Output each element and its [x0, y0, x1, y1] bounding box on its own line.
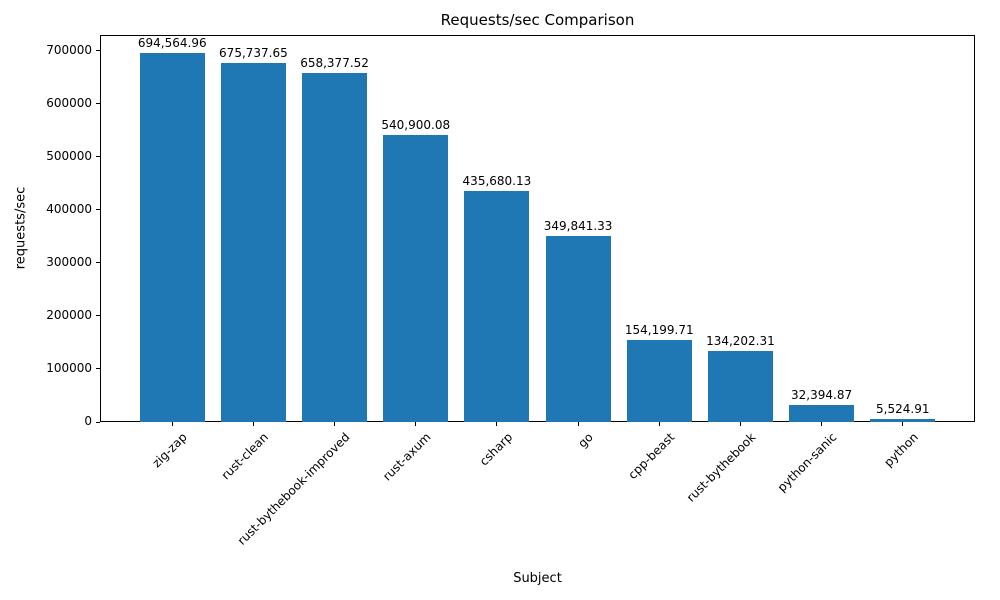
y-tick-label: 300000	[46, 254, 92, 269]
y-tick-mark	[96, 103, 100, 105]
bar-value-label: 154,199.71	[624, 323, 694, 338]
x-tick-mark	[821, 422, 823, 426]
bar	[870, 419, 936, 422]
x-tick-label: zig-zap	[149, 430, 191, 471]
x-tick-label: python	[881, 430, 921, 470]
x-tick-label: csharp	[476, 430, 515, 469]
bar-value-label: 5,524.91	[876, 402, 930, 417]
y-tick-mark	[96, 368, 100, 370]
bar	[220, 63, 286, 422]
y-tick-label: 700000	[46, 42, 92, 57]
x-tick-mark	[739, 422, 741, 426]
bar	[707, 350, 773, 422]
x-tick-label: rust-bythebook	[683, 430, 759, 505]
y-tick-mark	[96, 421, 100, 423]
x-tick-mark	[496, 422, 498, 426]
y-tick-mark	[96, 209, 100, 211]
x-axis-label: Subject	[513, 571, 562, 586]
y-tick-label: 0	[84, 414, 92, 428]
x-tick-mark	[334, 422, 336, 426]
x-tick-mark	[902, 422, 904, 426]
y-tick-label: 600000	[46, 95, 92, 110]
x-tick-mark	[171, 422, 173, 426]
y-tick-mark	[96, 315, 100, 317]
x-tick-mark	[577, 422, 579, 426]
y-tick-mark	[96, 156, 100, 158]
chart-title: Requests/sec Comparison	[440, 11, 635, 29]
bar-value-label: 658,377.52	[300, 55, 369, 70]
bar	[383, 134, 449, 422]
y-tick-mark	[96, 262, 100, 264]
bar	[139, 53, 205, 422]
bar	[545, 236, 611, 422]
x-tick-label: python-sanic	[774, 430, 840, 495]
bar-value-label: 349,841.33	[543, 219, 613, 234]
x-tick-mark	[658, 422, 660, 426]
x-tick-mark	[252, 422, 254, 426]
bar-value-label: 540,900.08	[381, 117, 451, 132]
bar-value-label: 435,680.13	[462, 173, 532, 188]
y-tick-label: 400000	[46, 201, 92, 216]
x-tick-label: go	[575, 430, 596, 451]
y-tick-label: 200000	[46, 307, 92, 322]
y-tick-label: 500000	[46, 148, 92, 163]
x-tick-label: rust-axum	[380, 430, 434, 484]
y-axis-label: requests/sec	[13, 186, 29, 270]
y-tick-mark	[96, 50, 100, 52]
bar	[789, 404, 855, 422]
bar-value-label: 694,564.96	[137, 36, 207, 51]
y-tick-label: 100000	[46, 360, 92, 375]
x-tick-label: rust-clean	[218, 430, 272, 483]
bar-value-label: 134,202.31	[706, 333, 775, 348]
bar-value-label: 675,737.65	[219, 46, 288, 61]
plot-frame	[100, 35, 975, 422]
bar-value-label: 32,394.87	[791, 387, 853, 402]
x-tick-label: cpp-beast	[625, 430, 678, 482]
bar	[302, 72, 368, 422]
x-tick-mark	[415, 422, 417, 426]
bar	[626, 340, 692, 422]
bar	[464, 190, 530, 422]
